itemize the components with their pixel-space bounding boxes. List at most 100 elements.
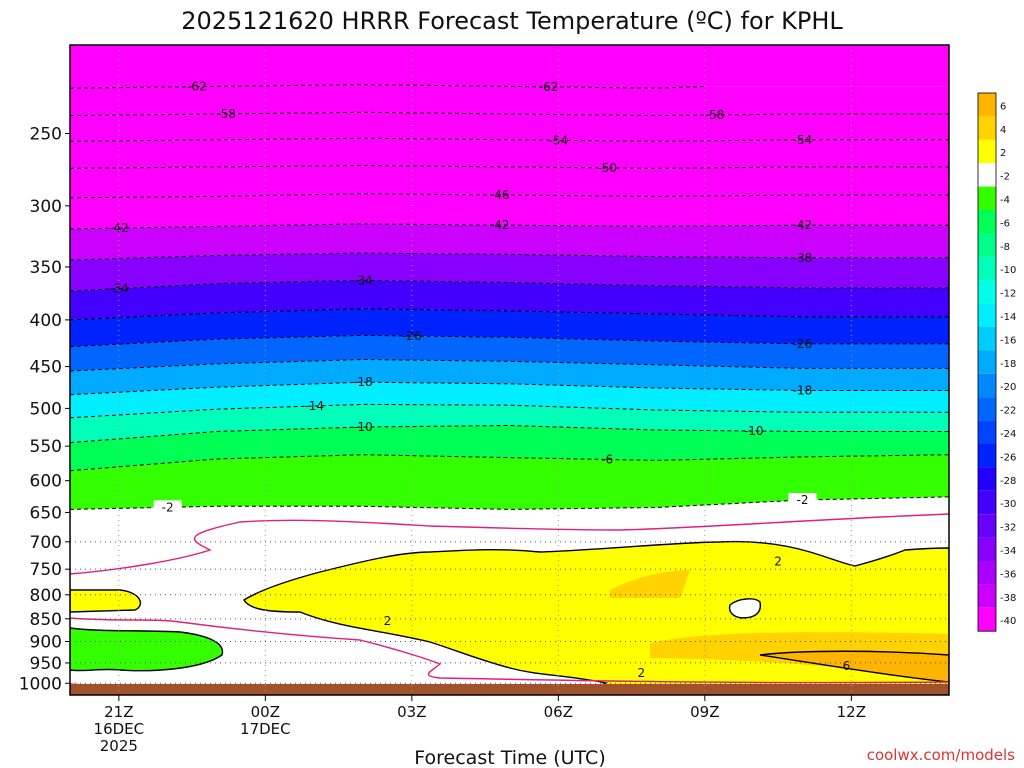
temperature-band xyxy=(70,382,949,418)
y-tick-label: 300 xyxy=(30,197,62,217)
contour-label: -62 xyxy=(187,80,207,94)
colorbar-tick-label: -16 xyxy=(1000,335,1016,346)
x-tick-label: 21Z xyxy=(104,703,133,721)
colorbar-legend: 6 4 2 -2 -4 -6 -8 -10 -12 -14 -16 -18 -20 -22 -24 -26 -2… xyxy=(977,92,1016,632)
contour-label: -18 xyxy=(793,384,813,398)
colorbar-tick-label: -40 xyxy=(1000,616,1016,627)
colorbar-tick-label: -26 xyxy=(1000,452,1016,463)
colorbar-tick-label: -38 xyxy=(1000,593,1016,604)
colorbar-tick-label: 4 xyxy=(1000,125,1006,136)
x-tick-label: 06Z xyxy=(544,703,573,721)
plot-frame xyxy=(69,44,950,696)
colorbar-swatch xyxy=(978,607,996,632)
contour-label: -6 xyxy=(601,452,613,466)
colorbar-swatch xyxy=(978,256,996,281)
colorbar-swatch xyxy=(978,139,996,164)
colorbar-tick-label: -36 xyxy=(1000,569,1016,580)
colorbar-swatch xyxy=(978,467,996,491)
contour-label: 2 xyxy=(638,666,646,680)
contour-label: -10 xyxy=(353,420,373,434)
freezing-line-0c-low xyxy=(70,617,949,684)
colorbar-swatch xyxy=(978,350,996,374)
contour-line xyxy=(70,84,705,89)
colorbar-tick-label: -12 xyxy=(1000,289,1016,300)
contour-label-bg xyxy=(153,500,182,514)
temperature-band xyxy=(70,223,949,261)
colorbar-swatch xyxy=(978,280,996,304)
colorbar-swatch xyxy=(978,116,996,140)
contour-label: -34 xyxy=(353,273,373,287)
x-tick-label: 2025 xyxy=(100,737,138,755)
temperature-band xyxy=(70,193,949,229)
contour-label: -58 xyxy=(705,108,725,122)
y-tick-label: 350 xyxy=(30,258,62,278)
y-tick-label: 400 xyxy=(30,311,62,331)
contour-label: -58 xyxy=(216,107,236,121)
colorbar-swatch xyxy=(978,210,996,234)
x-axis-label: Forecast Time (UTC) xyxy=(414,747,605,768)
y-tick-label: 650 xyxy=(30,503,62,523)
contour-label: -38 xyxy=(793,251,813,265)
contour-label: -10 xyxy=(744,424,764,438)
temperature-band xyxy=(70,425,949,471)
contour-label: -26 xyxy=(793,337,813,351)
y-tick-label: 900 xyxy=(30,632,62,652)
contour-label-bg xyxy=(788,493,817,507)
y-tick-label: 1000 xyxy=(19,674,62,694)
warm-pocket xyxy=(610,570,690,598)
x-tick-label: 12Z xyxy=(837,703,866,721)
colorbar-tick-label: 2 xyxy=(1000,148,1006,159)
colorbar-swatch xyxy=(978,93,996,117)
temperature-band xyxy=(70,280,949,320)
colorbar-tick-label: -28 xyxy=(1000,476,1016,487)
y-tick-label: 850 xyxy=(30,610,62,630)
colorbar-tick-label: -10 xyxy=(1000,265,1016,276)
above-freezing-region-west xyxy=(70,589,142,613)
temperature-band xyxy=(70,138,949,169)
cold-pocket xyxy=(728,598,762,619)
contour-label: -62 xyxy=(539,80,559,94)
contour-label: -42 xyxy=(109,221,129,235)
temperature-band xyxy=(70,335,949,371)
x-tick-label: 00Z xyxy=(251,703,280,721)
contour-label: -42 xyxy=(490,218,510,232)
contour-lines xyxy=(70,84,949,510)
x-tick-label: 16DEC xyxy=(94,720,145,738)
contour-label: -42 xyxy=(793,218,813,232)
contour-labels: -62 -62-58 -58-54 -54-50-46-42 -42 -42-38-34-… xyxy=(109,80,850,681)
ground-terrain xyxy=(70,684,949,695)
colorbar-swatch xyxy=(978,584,996,608)
colorbar-swatch xyxy=(978,233,996,257)
colorbar-tick-label: -22 xyxy=(1000,406,1016,417)
colorbar-swatch xyxy=(978,397,996,421)
temperature-band xyxy=(70,165,949,198)
colorbar-tick-label: -2 xyxy=(1000,172,1010,183)
y-tick-label: 700 xyxy=(30,533,62,553)
cold-pocket-green xyxy=(70,627,224,672)
colorbar-tick-label: 6 xyxy=(1000,101,1006,112)
plot-area: -62 -62-58 -58-54 -54-50-46-42 -42 -42-38-34-… xyxy=(70,45,949,695)
colorbar-swatch xyxy=(978,561,996,585)
y-tick-label: 450 xyxy=(30,358,62,378)
y-tick-label: 600 xyxy=(30,472,62,492)
colorbar-frame xyxy=(977,92,997,632)
freezing-line-0c xyxy=(70,513,949,575)
colorbar-swatch xyxy=(978,420,996,444)
temperature-band xyxy=(70,404,949,443)
x-tick-label: 09Z xyxy=(690,703,719,721)
colorbar-tick-label: -32 xyxy=(1000,523,1016,534)
colorbar-swatch xyxy=(978,373,996,398)
colorbar-tick-label: -18 xyxy=(1000,359,1016,370)
colorbar-swatch xyxy=(978,537,996,561)
contour-label: -34 xyxy=(109,282,129,296)
colorbar-swatch xyxy=(978,303,996,327)
colorbar-tick-label: -6 xyxy=(1000,218,1010,229)
contour-label: 2 xyxy=(384,614,392,628)
y-tick-label: 750 xyxy=(30,560,62,580)
y-tick-label: 250 xyxy=(30,124,62,144)
contour-label: -54 xyxy=(793,133,813,147)
y-tick-label: 950 xyxy=(30,654,62,674)
contour-label: -50 xyxy=(597,161,617,175)
contour-label: 2 xyxy=(774,555,782,569)
